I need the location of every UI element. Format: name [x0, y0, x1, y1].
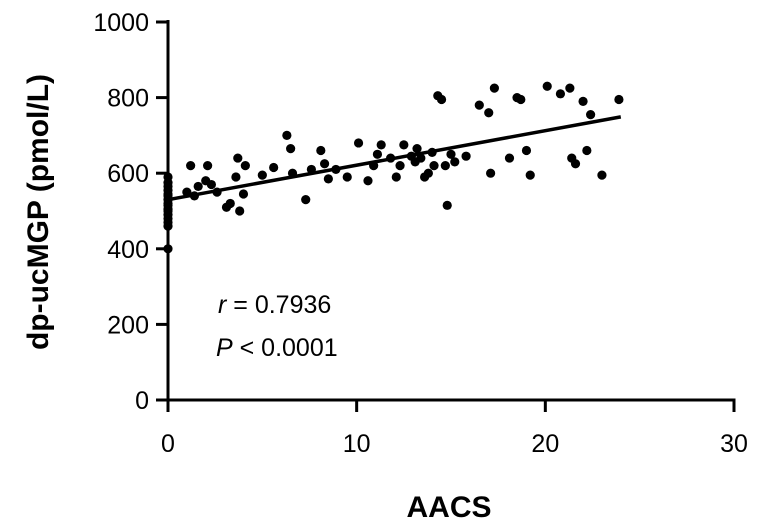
data-point	[342, 172, 352, 182]
data-point	[578, 96, 588, 106]
data-point	[399, 140, 409, 150]
data-point	[423, 168, 433, 178]
data-point	[193, 181, 203, 192]
data-point	[440, 161, 450, 171]
x-tick-label: 30	[720, 430, 748, 458]
trendline-layer	[167, 115, 622, 202]
data-point	[446, 149, 456, 159]
data-point	[450, 157, 460, 167]
data-point	[416, 153, 426, 163]
data-point	[391, 172, 401, 182]
data-point	[282, 130, 292, 140]
data-point	[240, 161, 250, 171]
data-point	[489, 83, 499, 93]
data-point	[436, 94, 447, 105]
data-point	[570, 159, 581, 169]
data-point	[206, 179, 216, 190]
trendline	[167, 115, 622, 202]
data-point	[269, 162, 279, 173]
y-axis-title: dp-ucMGP (pmol/L)	[22, 74, 55, 350]
data-point	[474, 100, 484, 110]
data-point	[565, 83, 575, 93]
data-point	[395, 161, 405, 171]
y-tick-label: 0	[135, 387, 149, 415]
data-point	[614, 94, 624, 105]
data-point	[319, 159, 330, 169]
data-point	[186, 161, 196, 171]
data-point	[235, 206, 245, 216]
data-point	[163, 244, 173, 254]
y-tick-label: 200	[107, 311, 149, 339]
data-point	[233, 153, 243, 163]
data-points	[163, 81, 624, 254]
data-point	[238, 189, 249, 199]
y-axis: 0 200 400 600 800 1000	[93, 9, 170, 415]
data-point	[286, 144, 296, 154]
r-value: = 0.7936	[226, 291, 331, 319]
r-symbol: r	[218, 291, 228, 319]
y-tick-label: 800	[107, 85, 149, 113]
y-tick-label: 600	[107, 160, 149, 188]
correlation-annotation: r = 0.7936	[218, 291, 331, 319]
data-point	[586, 110, 596, 120]
y-tick-label: 1000	[93, 9, 149, 37]
p-value: < 0.0001	[233, 334, 338, 362]
data-point	[461, 151, 471, 161]
y-tick-label: 400	[107, 236, 149, 264]
p-symbol: P	[216, 334, 233, 362]
data-point	[484, 108, 494, 118]
data-point	[555, 89, 566, 99]
data-point	[542, 81, 552, 91]
data-point	[323, 174, 333, 184]
data-point	[412, 144, 422, 154]
data-point	[363, 176, 373, 186]
data-point	[353, 138, 364, 148]
data-point	[316, 145, 326, 156]
x-tick-label: 0	[161, 430, 175, 458]
data-point	[163, 172, 173, 182]
x-axis-title: AACS	[406, 491, 491, 524]
data-point	[429, 161, 439, 171]
data-point	[486, 168, 496, 178]
x-tick-label: 10	[343, 430, 371, 458]
x-tick-label: 20	[531, 430, 559, 458]
data-point	[301, 195, 311, 205]
data-point	[525, 170, 535, 180]
data-point	[521, 145, 532, 156]
p-value-annotation: P < 0.0001	[216, 334, 338, 362]
data-point	[372, 149, 383, 159]
data-point	[225, 198, 235, 209]
x-axis: 0 10 20 30	[161, 398, 748, 458]
data-point	[597, 170, 607, 180]
data-point	[376, 140, 386, 150]
data-point	[504, 153, 515, 163]
data-point	[442, 200, 452, 210]
data-point	[231, 172, 241, 182]
data-point	[203, 161, 213, 171]
data-point	[516, 94, 526, 105]
data-point	[582, 145, 592, 156]
data-point	[257, 170, 267, 180]
